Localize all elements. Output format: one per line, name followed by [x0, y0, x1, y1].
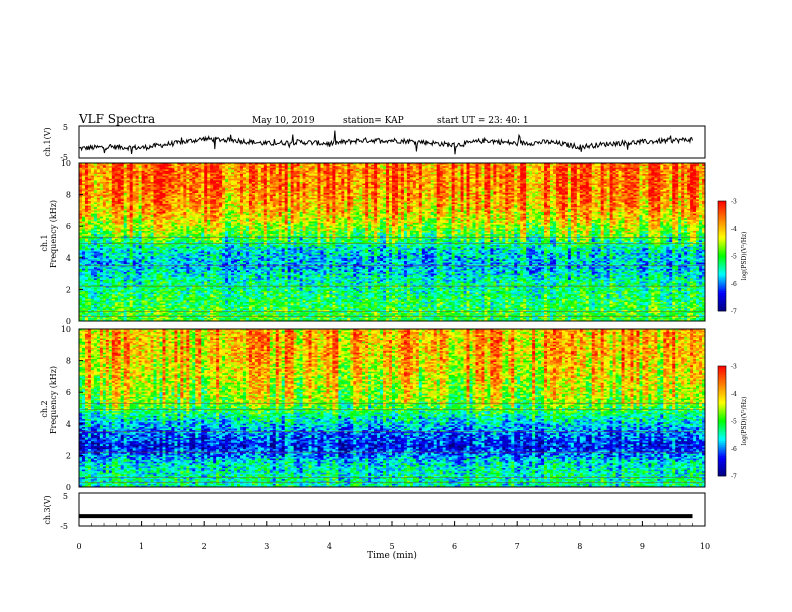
start-time-label: start UT = 23: 40: 1: [437, 116, 529, 126]
ch1-wave-frame: [79, 126, 705, 158]
ch1-wave-tick-top: 5: [63, 123, 68, 132]
ch1-wave-ylabel: ch.1(V): [43, 127, 52, 156]
station-label: station= KAP: [343, 116, 404, 126]
figure-title: VLF Spectra: [78, 112, 155, 126]
ch1-spectrogram-image: [79, 163, 705, 321]
ch1-wave-panel: 5 -5 ch.1(V): [43, 123, 705, 162]
date-label: May 10, 2019: [252, 116, 315, 126]
